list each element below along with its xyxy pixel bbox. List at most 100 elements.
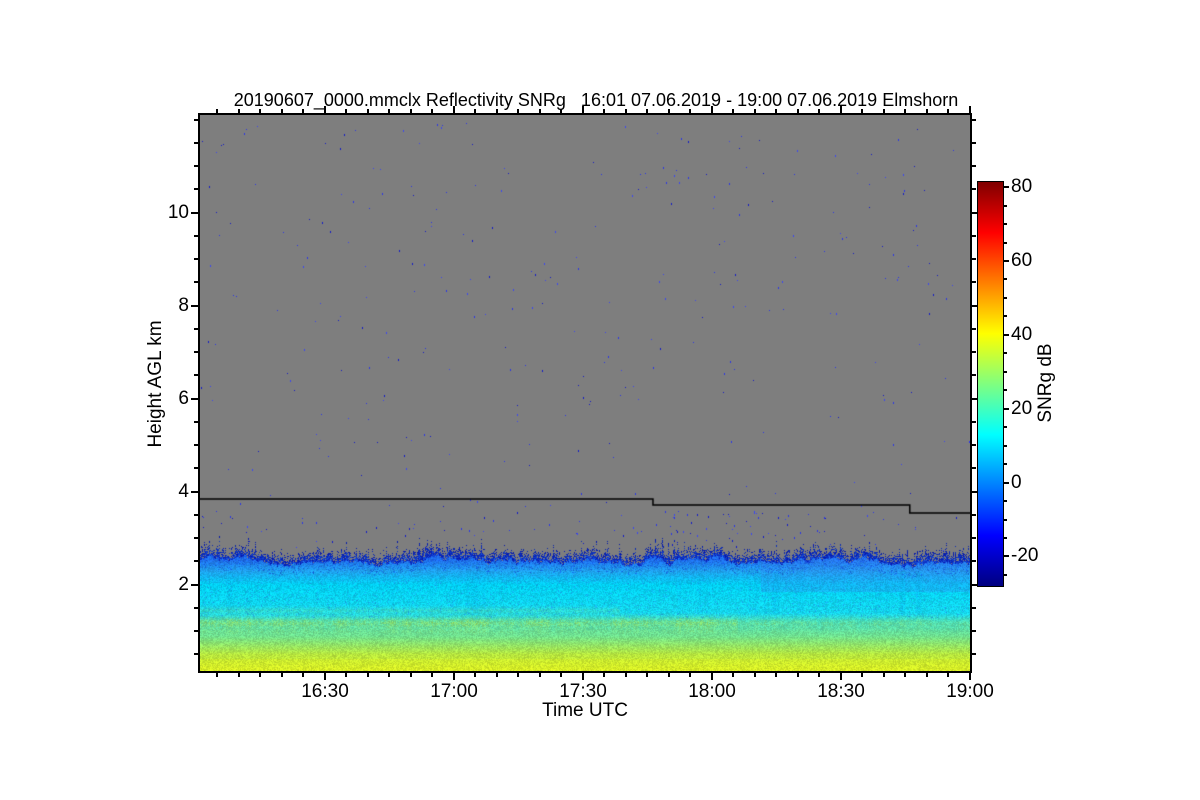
x-minor-tick-top	[775, 109, 777, 113]
x-minor-tick	[431, 673, 433, 677]
x-minor-tick	[689, 673, 691, 677]
y-major-tick	[191, 491, 198, 493]
x-minor-tick-top	[259, 109, 261, 113]
y-minor-tick-right	[972, 630, 976, 632]
x-minor-tick	[947, 673, 949, 677]
y-minor-tick-right	[972, 421, 976, 423]
x-minor-tick	[345, 673, 347, 677]
y-minor-tick	[194, 514, 198, 516]
y-minor-tick	[194, 328, 198, 330]
y-minor-tick	[194, 560, 198, 562]
y-tick-label: 4	[178, 481, 189, 502]
x-tick-label: 16:30	[301, 681, 349, 702]
y-minor-tick	[194, 281, 198, 283]
x-minor-tick	[668, 673, 670, 677]
y-minor-tick	[194, 607, 198, 609]
x-minor-tick-top	[861, 109, 863, 113]
x-minor-tick	[539, 673, 541, 677]
x-minor-tick	[302, 673, 304, 677]
x-minor-tick-top	[431, 109, 433, 113]
y-minor-tick	[194, 258, 198, 260]
colorbar-label: SNRg dB	[1035, 343, 1056, 423]
x-minor-tick-top	[625, 109, 627, 113]
x-major-tick-top	[582, 106, 584, 113]
x-minor-tick	[926, 673, 928, 677]
plot-area	[198, 113, 972, 673]
colorbar-minor-tick	[1004, 278, 1007, 280]
x-minor-tick	[883, 673, 885, 677]
x-minor-tick	[818, 673, 820, 677]
y-minor-tick	[194, 630, 198, 632]
x-minor-tick-top	[947, 109, 949, 113]
y-minor-tick	[194, 165, 198, 167]
x-major-tick	[453, 673, 455, 680]
x-minor-tick-top	[302, 109, 304, 113]
x-minor-tick-top	[216, 109, 218, 113]
colorbar-minor-tick	[1004, 389, 1007, 391]
colorbar-major-tick	[1004, 186, 1009, 188]
x-minor-tick-top	[754, 109, 756, 113]
x-minor-tick-top	[474, 109, 476, 113]
x-major-tick	[324, 673, 326, 680]
x-minor-tick-top	[904, 109, 906, 113]
colorbar-minor-tick	[1004, 223, 1007, 225]
y-minor-tick	[194, 188, 198, 190]
plot-title: 20190607_0000.mmclx Reflectivity SNRg 16…	[233, 90, 959, 110]
y-minor-tick	[194, 374, 198, 376]
y-minor-tick-right	[972, 537, 976, 539]
x-minor-tick	[517, 673, 519, 677]
x-minor-tick	[775, 673, 777, 677]
colorbar-minor-tick	[1004, 352, 1007, 354]
colorbar-minor-tick	[1004, 463, 1007, 465]
x-minor-tick	[861, 673, 863, 677]
y-minor-tick-right	[972, 142, 976, 144]
x-minor-tick-top	[388, 109, 390, 113]
y-tick-label: 8	[178, 295, 189, 316]
x-minor-tick-top	[797, 109, 799, 113]
x-minor-tick-top	[238, 109, 240, 113]
y-minor-tick-right	[972, 188, 976, 190]
x-minor-tick	[367, 673, 369, 677]
y-minor-tick-right	[972, 374, 976, 376]
x-major-tick	[711, 673, 713, 680]
colorbar-major-tick	[1004, 408, 1009, 410]
x-minor-tick-top	[345, 109, 347, 113]
x-minor-tick	[625, 673, 627, 677]
colorbar-minor-tick	[1004, 537, 1007, 539]
colorbar-minor-tick	[1004, 500, 1007, 502]
x-minor-tick-top	[668, 109, 670, 113]
colorbar-major-tick	[1004, 555, 1009, 557]
x-minor-tick	[797, 673, 799, 677]
x-major-tick-top	[969, 106, 971, 113]
x-major-tick	[582, 673, 584, 680]
x-minor-tick	[904, 673, 906, 677]
y-minor-tick	[194, 235, 198, 237]
y-tick-label: 2	[178, 574, 189, 595]
y-minor-tick-right	[972, 281, 976, 283]
x-minor-tick-top	[646, 109, 648, 113]
y-minor-tick	[194, 142, 198, 144]
y-minor-tick-right	[972, 560, 976, 562]
x-major-tick	[969, 673, 971, 680]
colorbar-minor-tick	[1004, 242, 1007, 244]
y-minor-tick-right	[972, 653, 976, 655]
y-major-tick-right	[972, 398, 979, 400]
x-minor-tick	[603, 673, 605, 677]
y-minor-tick-right	[972, 165, 976, 167]
y-tick-label: 10	[167, 202, 189, 223]
x-minor-tick	[410, 673, 412, 677]
x-tick-label: 18:30	[817, 681, 865, 702]
colorbar-minor-tick	[1004, 574, 1007, 576]
x-minor-tick	[646, 673, 648, 677]
x-axis-label: Time UTC	[542, 700, 628, 721]
y-tick-label: 6	[178, 388, 189, 409]
heatmap-canvas	[200, 115, 970, 671]
y-minor-tick	[194, 119, 198, 121]
colorbar-tick-label: 60	[1011, 250, 1033, 271]
colorbar-major-tick	[1004, 482, 1009, 484]
colorbar-minor-tick	[1004, 371, 1007, 373]
x-minor-tick-top	[281, 109, 283, 113]
x-minor-tick-top	[560, 109, 562, 113]
x-minor-tick-top	[926, 109, 928, 113]
x-major-tick-top	[711, 106, 713, 113]
